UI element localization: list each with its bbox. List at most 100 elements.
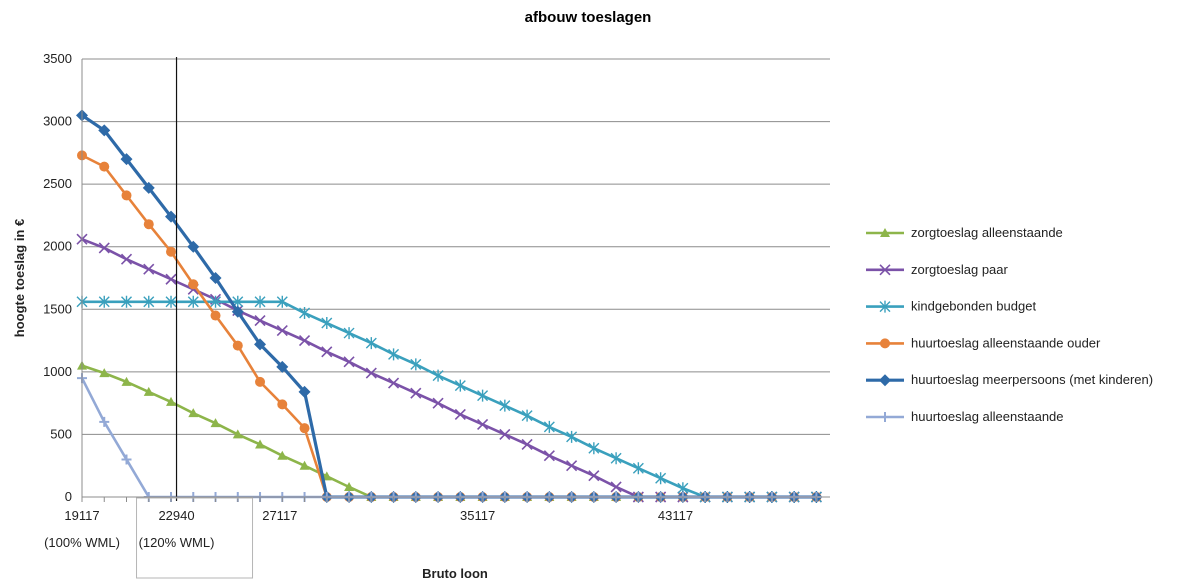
data-point bbox=[98, 295, 110, 308]
data-point bbox=[143, 295, 155, 308]
legend-label: huurtoeslag alleenstaande ouder bbox=[911, 335, 1101, 350]
data-point bbox=[365, 337, 377, 350]
data-point bbox=[210, 418, 221, 428]
data-point bbox=[521, 409, 533, 422]
data-point bbox=[98, 242, 110, 254]
data-point bbox=[566, 460, 578, 472]
legend-entry: zorgtoeslag paar bbox=[866, 262, 1009, 277]
series-line bbox=[82, 300, 817, 499]
legend-marker bbox=[879, 374, 891, 387]
series-line bbox=[81, 364, 817, 499]
legend-label: zorgtoeslag paar bbox=[911, 262, 1009, 277]
data-point bbox=[165, 210, 178, 223]
series-line bbox=[80, 377, 817, 499]
data-point bbox=[165, 273, 177, 285]
legend: zorgtoeslag alleenstaande zorgtoeslag paa… bbox=[866, 225, 1153, 424]
data-point bbox=[166, 396, 177, 406]
legend-entry: huurtoeslag alleenstaande ouder bbox=[866, 335, 1101, 350]
data-point bbox=[98, 124, 111, 137]
data-point bbox=[321, 346, 333, 358]
data-point bbox=[143, 386, 154, 396]
annotation-box bbox=[136, 497, 254, 579]
y-tick-label: 2500 bbox=[43, 176, 72, 191]
data-point bbox=[610, 452, 622, 465]
data-point bbox=[143, 263, 155, 275]
data-point bbox=[610, 481, 622, 493]
data-point bbox=[99, 368, 110, 378]
gridlines bbox=[82, 58, 830, 498]
data-point bbox=[188, 408, 199, 418]
data-point bbox=[477, 389, 489, 402]
x-tick-label: 19117 bbox=[64, 508, 99, 523]
legend-entry: kindgebonden budget bbox=[866, 299, 1036, 314]
data-point bbox=[521, 438, 533, 451]
data-point bbox=[344, 481, 355, 491]
data-point bbox=[142, 181, 155, 194]
legend-label: zorgtoeslag alleenstaande bbox=[911, 225, 1063, 240]
legend-label: kindgebonden budget bbox=[911, 299, 1036, 314]
x-tick-label: 27117 bbox=[262, 508, 297, 523]
data-point bbox=[210, 295, 222, 308]
x-axis-title: Bruto loon bbox=[422, 566, 488, 581]
data-point bbox=[632, 462, 644, 475]
legend-label: huurtoeslag alleenstaande bbox=[911, 409, 1064, 424]
x-tick-label: 35117 bbox=[460, 508, 495, 523]
y-tick-label: 2000 bbox=[43, 239, 72, 254]
legend-marker bbox=[880, 412, 890, 422]
plot-area bbox=[76, 57, 823, 503]
data-point bbox=[210, 310, 221, 321]
data-point bbox=[410, 387, 422, 399]
data-point bbox=[365, 367, 377, 379]
data-point bbox=[121, 454, 132, 465]
data-point bbox=[254, 338, 267, 351]
y-tick-label: 3000 bbox=[43, 114, 72, 129]
data-point bbox=[121, 376, 132, 386]
data-point bbox=[499, 428, 511, 440]
data-point bbox=[187, 240, 200, 253]
data-point bbox=[410, 358, 422, 371]
series-line bbox=[81, 113, 817, 499]
data-point bbox=[543, 450, 555, 462]
y-tick-label: 1000 bbox=[43, 364, 72, 379]
y-axis-title: hoogte toeslag in € bbox=[12, 219, 27, 337]
data-point bbox=[298, 335, 311, 347]
data-point bbox=[298, 385, 311, 398]
y-tick-labels: 0 500 1000 1500 2000 2500 3000 3500 bbox=[43, 51, 72, 504]
data-point bbox=[566, 430, 578, 443]
data-point bbox=[232, 340, 243, 351]
data-point bbox=[387, 377, 400, 389]
data-point bbox=[277, 399, 288, 410]
data-point bbox=[343, 327, 355, 340]
data-point bbox=[432, 369, 444, 382]
legend-entry: huurtoeslag alleenstaande bbox=[866, 409, 1064, 424]
data-point bbox=[232, 429, 243, 439]
data-point bbox=[99, 416, 110, 427]
y-tick-label: 3500 bbox=[43, 51, 72, 66]
data-point bbox=[121, 295, 133, 308]
legend-entry: zorgtoeslag alleenstaande bbox=[866, 225, 1063, 240]
data-point bbox=[321, 317, 333, 330]
x-tick-label: 43117 bbox=[658, 508, 693, 523]
data-point bbox=[121, 190, 132, 201]
series-kindgebonden-budget bbox=[76, 295, 822, 503]
legend-marker bbox=[879, 300, 891, 313]
data-point bbox=[299, 460, 310, 470]
data-point bbox=[276, 324, 288, 337]
legend-label: huurtoeslag meerpersoons (met kinderen) bbox=[911, 372, 1153, 387]
data-point bbox=[99, 161, 110, 172]
data-point bbox=[277, 450, 288, 460]
data-point bbox=[299, 307, 311, 320]
wml-annotation: (100% WML) bbox=[44, 535, 120, 550]
data-point bbox=[343, 356, 355, 368]
y-tick-label: 500 bbox=[50, 426, 72, 441]
x-axis: 19117 22940 27117 35117 43117 (100% WML) (120%… bbox=[44, 59, 830, 579]
data-point bbox=[299, 423, 310, 434]
series-huurtoeslag-alleenstaande-ouder bbox=[77, 150, 822, 502]
data-point bbox=[187, 295, 199, 308]
data-point bbox=[120, 153, 133, 166]
x-tick-label: 22940 bbox=[158, 508, 194, 523]
data-point bbox=[432, 397, 444, 409]
y-tick-label: 0 bbox=[65, 489, 72, 504]
data-point bbox=[499, 399, 511, 412]
